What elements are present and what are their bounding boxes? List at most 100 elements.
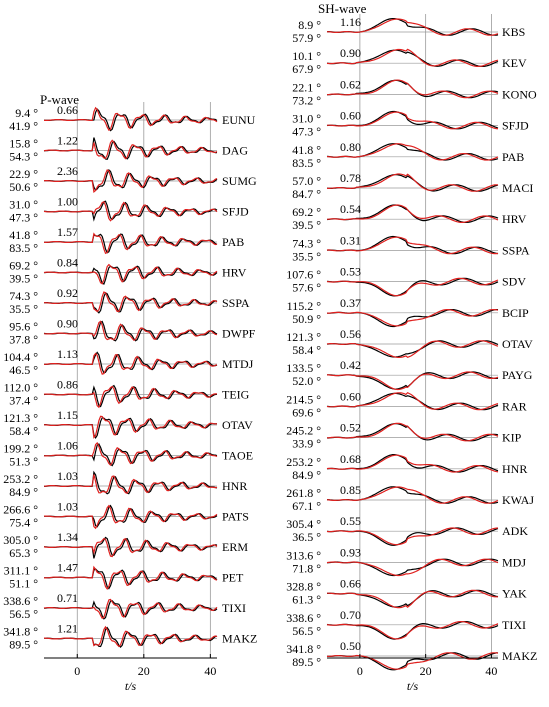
x-tick-label: 40 bbox=[204, 664, 216, 678]
station-label: SSPA bbox=[502, 243, 530, 257]
distance-label: 37.4 ° bbox=[9, 394, 38, 408]
trace-row: 245.2 °33.9 ° 0.52 KIP bbox=[286, 421, 521, 451]
station-label: PET bbox=[222, 571, 244, 585]
station-label: KIP bbox=[502, 431, 522, 445]
x-axis-label: t/s bbox=[407, 679, 419, 693]
synthetic-trace bbox=[43, 320, 218, 341]
distance-label: 61.3 ° bbox=[292, 593, 321, 607]
distance-label: 69.6 ° bbox=[292, 405, 321, 419]
synthetic-trace bbox=[326, 277, 499, 297]
distance-label: 35.5 ° bbox=[9, 302, 38, 316]
trace-row: 341.8 °89.5 ° 0.50 MAKZ bbox=[286, 639, 537, 671]
trace-row: 305.4 °36.5 ° 0.55 ADK bbox=[286, 514, 528, 546]
distance-label: 51.3 ° bbox=[9, 455, 38, 469]
station-label: YAK bbox=[502, 587, 527, 601]
trace-row: 31.0 °47.3 ° 1.00 SFJD bbox=[9, 195, 249, 225]
distance-label: 83.5 ° bbox=[292, 156, 321, 170]
azimuth-label: 121.3 ° bbox=[286, 330, 321, 344]
distance-label: 75.4 ° bbox=[9, 516, 38, 530]
synthetic-trace bbox=[326, 454, 499, 473]
azimuth-label: 10.1 ° bbox=[292, 49, 321, 63]
station-label: MAKZ bbox=[222, 632, 257, 646]
trace-row: 112.0 °37.4 ° 0.86 TEIG bbox=[4, 378, 250, 409]
trace-row: 69.2 °39.5 ° 0.84 HRV bbox=[9, 256, 247, 286]
azimuth-label: 31.0 ° bbox=[292, 112, 321, 126]
distance-label: 41.9 ° bbox=[9, 119, 38, 133]
azimuth-label: 253.2 ° bbox=[286, 455, 321, 469]
x-axis-label: t/s bbox=[125, 679, 137, 693]
distance-label: 37.8 ° bbox=[9, 333, 38, 347]
station-label: TEIG bbox=[222, 388, 250, 402]
trace-row: 199.2 °51.3 ° 1.06 TAOE bbox=[3, 439, 253, 469]
azimuth-label: 41.8 ° bbox=[9, 228, 38, 242]
trace-row: 74.3 °35.5 ° 0.92 SSPA bbox=[9, 286, 250, 316]
amplitude-ratio-label: 0.90 bbox=[340, 46, 361, 60]
distance-label: 67.1 ° bbox=[292, 499, 321, 513]
azimuth-label: 95.6 ° bbox=[9, 320, 38, 334]
station-label: PATS bbox=[222, 510, 249, 524]
synthetic-trace bbox=[326, 340, 499, 358]
station-label: MAKZ bbox=[502, 649, 537, 663]
distance-label: 39.5 ° bbox=[292, 218, 321, 232]
synthetic-trace bbox=[43, 352, 218, 375]
station-label: MACI bbox=[502, 181, 533, 195]
station-label: DAG bbox=[222, 144, 248, 158]
synthetic-trace bbox=[326, 422, 499, 442]
azimuth-label: 115.2 ° bbox=[287, 299, 322, 313]
trace-row: 121.3 °58.4 ° 1.15 OTAV bbox=[3, 408, 253, 440]
synthetic-trace bbox=[327, 589, 498, 609]
azimuth-label: 74.3 ° bbox=[292, 236, 321, 250]
distance-label: 65.3 ° bbox=[9, 546, 38, 560]
synthetic-trace bbox=[327, 652, 499, 670]
azimuth-label: 107.6 ° bbox=[286, 268, 321, 282]
amplitude-ratio-label: 0.60 bbox=[340, 389, 361, 403]
station-label: PAB bbox=[222, 235, 244, 249]
station-label: RAR bbox=[502, 399, 527, 413]
azimuth-label: 261.8 ° bbox=[286, 486, 321, 500]
amplitude-ratio-label: 0.93 bbox=[340, 545, 361, 559]
trace-row: 22.9 °50.6 ° 2.36 SUMG bbox=[9, 164, 257, 194]
distance-label: 89.5 ° bbox=[9, 638, 38, 652]
amplitude-ratio-label: 1.21 bbox=[57, 622, 78, 636]
trace-row: 41.8 °83.5 ° 0.80 PAB bbox=[292, 140, 524, 170]
amplitude-ratio-label: 0.66 bbox=[340, 577, 361, 591]
synthetic-trace bbox=[43, 263, 218, 285]
amplitude-ratio-label: 1.57 bbox=[57, 225, 78, 239]
azimuth-label: 214.5 ° bbox=[286, 392, 321, 406]
azimuth-label: 8.9 ° bbox=[298, 18, 321, 32]
synthetic-trace bbox=[326, 309, 499, 327]
trace-row: 107.6 °57.6 ° 0.53 SDV bbox=[286, 265, 526, 297]
station-label: HNR bbox=[222, 479, 247, 493]
station-label: TIXI bbox=[222, 601, 246, 615]
synthetic-trace bbox=[326, 486, 499, 504]
synthetic-trace bbox=[44, 565, 218, 590]
trace-row: 328.8 °61.3 ° 0.66 YAK bbox=[286, 577, 527, 609]
amplitude-ratio-label: 2.36 bbox=[57, 164, 78, 178]
synthetic-trace bbox=[326, 527, 499, 546]
synthetic-trace bbox=[44, 232, 218, 255]
amplitude-ratio-label: 0.92 bbox=[57, 286, 78, 300]
observed-trace bbox=[326, 277, 499, 297]
azimuth-label: 199.2 ° bbox=[3, 442, 38, 456]
distance-label: 58.4 ° bbox=[9, 424, 38, 438]
azimuth-label: 22.9 ° bbox=[9, 167, 38, 181]
distance-label: 51.1 ° bbox=[9, 577, 38, 591]
synthetic-trace bbox=[43, 385, 218, 409]
trace-row: 253.2 °84.9 ° 0.68 HNR bbox=[286, 452, 527, 482]
x-tick-label: 0 bbox=[74, 664, 80, 678]
azimuth-label: 121.3 ° bbox=[3, 411, 38, 425]
distance-label: 56.5 ° bbox=[9, 607, 38, 621]
amplitude-ratio-label: 1.34 bbox=[57, 530, 78, 544]
distance-label: 56.5 ° bbox=[292, 624, 321, 638]
station-label: OTAV bbox=[222, 418, 253, 432]
panel-title: SH-wave bbox=[318, 1, 367, 16]
azimuth-label: 328.8 ° bbox=[286, 580, 321, 594]
distance-label: 84.7 ° bbox=[292, 187, 321, 201]
trace-row: 261.8 °67.1 ° 0.85 KWAJ bbox=[286, 483, 534, 513]
amplitude-ratio-label: 0.54 bbox=[340, 202, 361, 216]
azimuth-label: 305.0 ° bbox=[3, 533, 38, 547]
amplitude-ratio-label: 0.37 bbox=[340, 296, 361, 310]
synthetic-trace bbox=[326, 18, 499, 36]
distance-label: 35.5 ° bbox=[292, 249, 321, 263]
trace-row: 9.4 °41.9 ° 0.66 EUNU bbox=[9, 103, 255, 133]
